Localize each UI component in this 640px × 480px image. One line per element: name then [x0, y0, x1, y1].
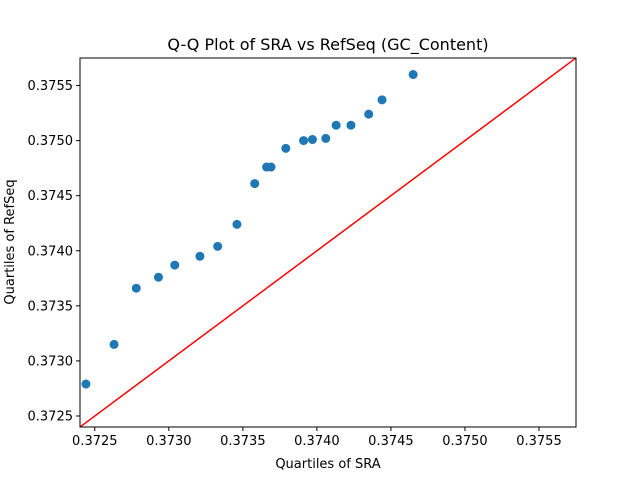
y-tick-label: 0.3750: [28, 134, 74, 149]
scatter-series: [81, 70, 418, 389]
scatter-point: [364, 109, 374, 119]
y-tick-label: 0.3735: [28, 299, 74, 314]
x-tick-label: 0.3725: [72, 434, 118, 449]
scatter-point: [195, 251, 205, 261]
scatter-point: [299, 136, 309, 146]
x-axis-label: Quartiles of SRA: [275, 457, 380, 472]
scatter-point: [250, 179, 260, 189]
y-tick-label: 0.3745: [28, 189, 74, 204]
x-tick-label: 0.3740: [294, 434, 340, 449]
scatter-point: [307, 135, 317, 145]
y-tick-label: 0.3730: [28, 354, 74, 369]
y-tick-label: 0.3725: [28, 409, 74, 424]
scatter-point: [408, 70, 418, 80]
scatter-point: [331, 120, 341, 130]
scatter-point: [131, 283, 141, 293]
scatter-point: [346, 120, 356, 130]
x-axis: 0.3725 0.3730 0.3735 0.3740 0.3745 0.3750 0.37…: [72, 427, 562, 449]
y-axis-label: Quartiles of RefSeq: [3, 179, 18, 304]
scatter-point: [170, 260, 180, 270]
x-tick-label: 0.3755: [516, 434, 562, 449]
x-tick-label: 0.3730: [146, 434, 192, 449]
scatter-point: [153, 272, 163, 282]
x-tick-label: 0.3735: [220, 434, 266, 449]
scatter-point: [377, 95, 387, 105]
plot-area: [79, 57, 577, 428]
scatter-point: [232, 219, 242, 229]
y-tick-label: 0.3740: [28, 244, 74, 259]
y-axis: 0.3725 0.3730 0.3735 0.3740 0.3745 0.3750 0.37…: [28, 79, 80, 424]
scatter-point: [266, 162, 276, 172]
plot-frame: [79, 57, 577, 428]
scatter-point: [213, 241, 223, 251]
chart-title: Q-Q Plot of SRA vs RefSeq (GC_Content): [167, 35, 488, 55]
x-tick-label: 0.3745: [368, 434, 414, 449]
scatter-point: [281, 143, 291, 153]
x-tick-label: 0.3750: [442, 434, 488, 449]
scatter-point: [81, 379, 91, 389]
y-tick-label: 0.3755: [28, 79, 74, 94]
scatter-point: [321, 133, 331, 143]
reference-line: [80, 58, 576, 427]
scatter-point: [109, 339, 119, 349]
